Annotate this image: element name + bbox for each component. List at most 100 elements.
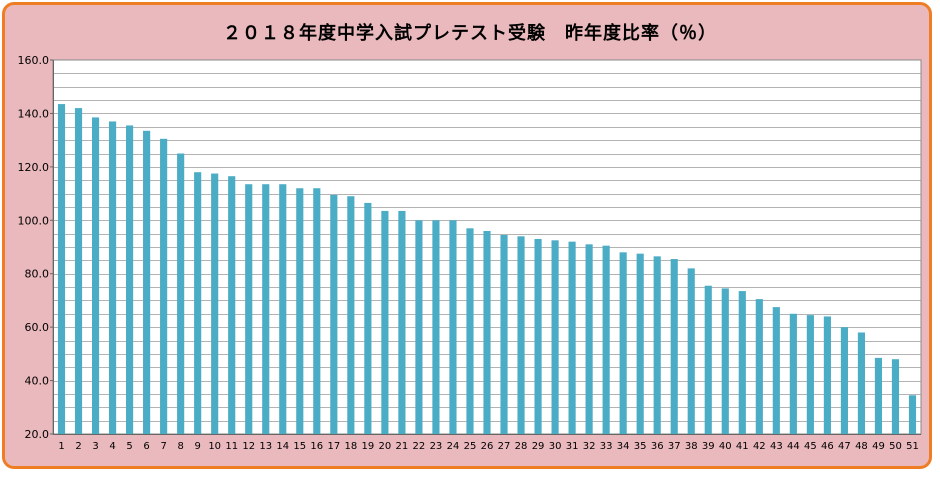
x-tick-label: 9 (194, 441, 200, 452)
bar (262, 184, 270, 434)
x-tick-label: 16 (310, 441, 323, 452)
x-tick-label: 1 (58, 441, 64, 452)
x-tick-label: 50 (889, 441, 902, 452)
bar (687, 268, 695, 434)
x-tick-label: 22 (413, 441, 426, 452)
chart-title: ２０１８年度中学入試プレテスト受験 昨年度比率（％） (223, 23, 717, 44)
bar (534, 238, 542, 434)
bar (823, 316, 831, 434)
x-tick-label: 33 (600, 441, 613, 452)
bar (857, 332, 866, 434)
bar (279, 184, 287, 434)
x-tick-label: 24 (447, 441, 460, 452)
x-tick-label: 41 (736, 441, 749, 452)
bar (91, 117, 100, 434)
bar (721, 288, 729, 434)
bar (74, 108, 83, 434)
x-tick-label: 27 (498, 441, 511, 452)
bar (840, 327, 848, 434)
bar (245, 184, 253, 434)
y-tick-label: 60.0 (25, 321, 50, 334)
y-tick-label: 140.0 (18, 107, 50, 120)
bar (296, 188, 304, 434)
x-tick-label: 18 (344, 441, 357, 452)
x-tick-label: 23 (430, 441, 443, 452)
bar (347, 196, 355, 434)
x-tick-label: 34 (617, 441, 630, 452)
x-tick-label: 4 (109, 441, 115, 452)
bar (789, 313, 797, 434)
bar (891, 359, 900, 434)
bar (772, 307, 780, 434)
bar (415, 220, 423, 434)
bar (806, 315, 814, 434)
x-tick-label: 26 (481, 441, 494, 452)
x-tick-label: 49 (872, 441, 885, 452)
x-tick-label: 17 (327, 441, 340, 452)
x-tick-label: 46 (821, 441, 834, 452)
bar (57, 104, 66, 434)
x-tick-label: 37 (668, 441, 681, 452)
y-tick-label: 120.0 (18, 161, 50, 174)
bar (160, 138, 168, 435)
bar (908, 395, 917, 434)
bar (568, 241, 576, 434)
bar (398, 210, 406, 434)
x-tick-label: 5 (126, 441, 132, 452)
bar (313, 188, 321, 434)
bar (432, 220, 440, 434)
bar (602, 245, 610, 434)
bar (500, 234, 508, 434)
x-tick-label: 45 (804, 441, 817, 452)
x-tick-label: 42 (753, 441, 766, 452)
x-tick-label: 31 (566, 441, 579, 452)
x-tick-label: 21 (396, 441, 409, 452)
y-tick-label: 20.0 (25, 428, 50, 441)
x-tick-label: 11 (225, 441, 238, 452)
bar (449, 220, 457, 434)
y-tick-label: 40.0 (25, 375, 50, 388)
bar (704, 285, 712, 434)
bar (636, 253, 644, 434)
bar (517, 236, 525, 434)
x-tick-label: 29 (532, 441, 545, 452)
bar (738, 291, 746, 434)
y-tick-label: 80.0 (25, 268, 50, 281)
x-tick-label: 48 (855, 441, 868, 452)
x-tick-label: 14 (276, 441, 289, 452)
bar (381, 210, 389, 434)
x-tick-label: 25 (464, 441, 477, 452)
x-tick-label: 47 (838, 441, 851, 452)
x-tick-label: 38 (685, 441, 698, 452)
x-tick-label: 51 (906, 441, 919, 452)
x-tick-label: 7 (160, 441, 166, 452)
bar (483, 230, 491, 434)
x-tick-label: 36 (651, 441, 664, 452)
bar (585, 244, 593, 434)
bar (670, 259, 678, 434)
bar (108, 121, 117, 434)
x-tick-label: 13 (259, 441, 272, 452)
bar (466, 228, 474, 434)
x-tick-label: 28 (515, 441, 528, 452)
y-tick-label: 160.0 (18, 54, 50, 67)
bar (194, 172, 202, 434)
bar (551, 240, 559, 434)
bar (755, 299, 763, 434)
x-tick-label: 6 (143, 441, 149, 452)
x-tick-label: 15 (293, 441, 306, 452)
bar (364, 202, 372, 434)
bar (653, 256, 661, 434)
x-tick-label: 10 (208, 441, 221, 452)
x-tick-label: 35 (634, 441, 647, 452)
x-tick-label: 20 (379, 441, 392, 452)
x-tick-label: 44 (787, 441, 800, 452)
x-tick-label: 12 (242, 441, 255, 452)
x-tick-label: 40 (719, 441, 732, 452)
x-tick-label: 32 (583, 441, 596, 452)
bar (228, 176, 236, 434)
x-tick-label: 8 (177, 441, 183, 452)
bar (211, 173, 219, 435)
x-tick-label: 2 (75, 441, 81, 452)
